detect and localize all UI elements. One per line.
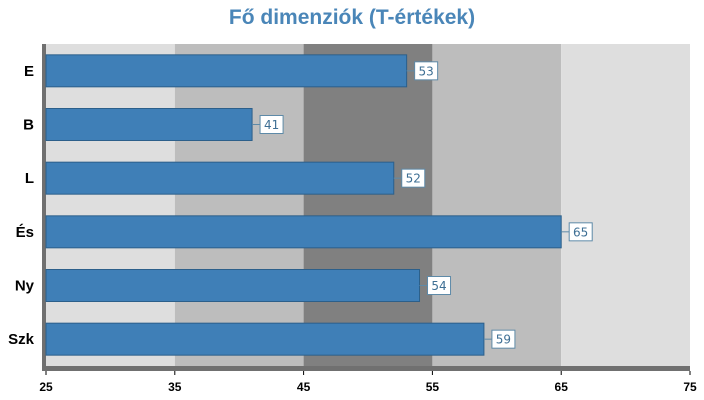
data-label-box-0 [414, 61, 439, 81]
category-label-1: B [23, 117, 34, 134]
bar-3 [45, 215, 562, 249]
chart-title: Fő dimenziók (T-értékek) [229, 6, 475, 29]
data-label-5: 59 [496, 333, 511, 347]
background-band-2 [303, 44, 433, 366]
data-labels: 53 41 52 65 54 59 [252, 61, 593, 349]
data-label-box-2 [401, 168, 426, 188]
background-band-1 [174, 44, 304, 366]
x-tick-label-5: 75 [683, 380, 697, 394]
x-tick-label-4: 65 [555, 380, 569, 394]
data-label-2: 52 [406, 172, 421, 186]
data-label-box-5 [491, 329, 516, 349]
category-label-2: L [25, 170, 34, 187]
background-bands [42, 44, 690, 366]
x-tick-label-0: 25 [39, 380, 53, 394]
category-label-5: Szk [8, 331, 35, 348]
bar-1 [45, 108, 253, 141]
category-label-0: E [24, 63, 34, 80]
data-label-3: 65 [573, 225, 588, 239]
x-axis-line [42, 366, 690, 371]
bar-2 [45, 161, 395, 195]
data-label-4: 54 [431, 279, 446, 293]
x-tick-label-3: 55 [426, 380, 440, 394]
category-labels: E B L És Ny Szk [8, 63, 35, 348]
bar-0 [45, 54, 408, 88]
bar-5 [45, 322, 485, 356]
category-label-4: Ny [15, 278, 35, 295]
category-label-3: És [16, 224, 34, 241]
data-label-box-1 [259, 115, 284, 134]
x-tick-label-2: 45 [297, 380, 311, 394]
bar-4 [45, 269, 421, 302]
x-tick-label-1: 35 [168, 380, 182, 394]
background-band-0 [46, 44, 175, 366]
y-axis-line [42, 44, 46, 366]
data-label-box-4 [427, 276, 452, 295]
background-band-3 [432, 44, 562, 366]
data-label-1: 41 [264, 118, 279, 132]
data-label-0: 53 [418, 64, 433, 78]
x-axis: 25 35 45 55 65 75 [39, 366, 697, 394]
data-label-box-3 [568, 222, 593, 242]
bars [45, 54, 562, 356]
background-band-4 [561, 44, 690, 366]
